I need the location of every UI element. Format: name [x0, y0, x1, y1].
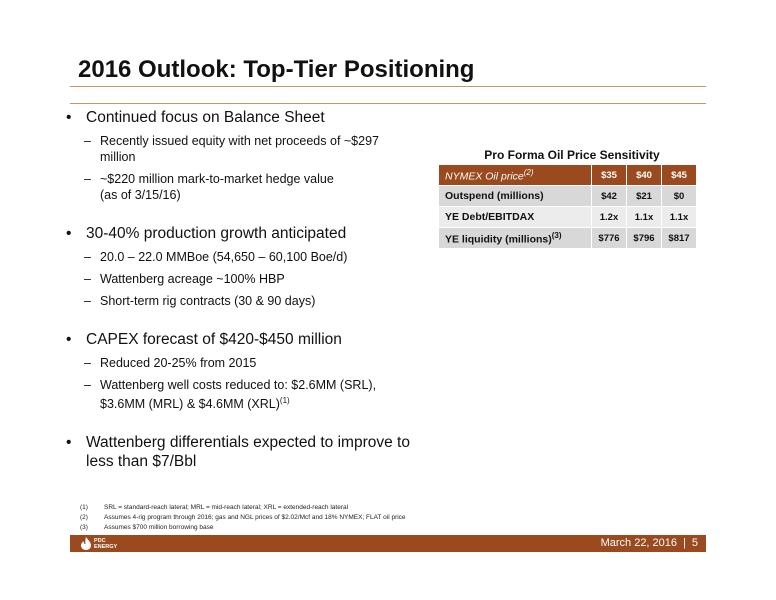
dash-icon: –: [84, 172, 91, 186]
sub-bullet-text: (as of 3/15/16): [100, 188, 181, 202]
sub-bullet-item: – 20.0 – 22.0 MMBoe (54,650 – 60,100 Boe…: [84, 249, 434, 265]
bullet-dot-icon: •: [66, 434, 72, 452]
table-cell: $776: [591, 227, 627, 249]
table-title: Pro Forma Oil Price Sensitivity: [484, 148, 660, 162]
table-cell: $0: [661, 185, 697, 207]
sub-bullet-item: – Recently issued equity with net procee…: [84, 133, 434, 165]
footnote: (1) SRL = standard-reach lateral; MRL = …: [80, 504, 349, 511]
sub-bullet-text: Recently issued equity with net proceeds…: [100, 134, 379, 148]
row-label: Outspend (millions): [438, 185, 592, 207]
row-label: YE liquidity (millions)(3): [438, 227, 592, 249]
table-cell: 1.1x: [626, 206, 662, 228]
dash-icon: –: [84, 294, 91, 308]
company-logo: PDC ENERGY: [80, 536, 117, 551]
sub-bullet-text: ~$220 million mark-to-market hedge value: [100, 172, 334, 186]
bullet-text: Wattenberg differentials expected to imp…: [86, 434, 410, 452]
bullet-item: • 30-40% production growth anticipated: [64, 224, 434, 243]
sub-bullet-item: – Short-term rig contracts (30 & 90 days…: [84, 293, 434, 309]
sub-bullet-text: $3.6MM (MRL) & $4.6MM (XRL): [100, 397, 280, 412]
footnotes: (1) SRL = standard-reach lateral; MRL = …: [80, 503, 406, 533]
footer-bar: PDC ENERGY March 22, 2016 | 5: [70, 535, 706, 552]
table-cell: $817: [661, 227, 697, 249]
table-row: YE Debt/EBITDAX 1.2x 1.1x 1.1x: [438, 206, 697, 228]
dash-icon: –: [84, 356, 91, 370]
footnote: (2) Assumes 4-rig program through 2016; …: [80, 514, 406, 521]
bullet-text: less than $7/Bbl: [86, 453, 197, 471]
bullet-item: • CAPEX forecast of $420-$450 million: [64, 330, 434, 349]
sub-bullet-text: Short-term rig contracts (30 & 90 days): [100, 294, 316, 308]
table-cell: 1.1x: [661, 206, 697, 228]
sub-bullet-item: – Wattenberg well costs reduced to: $2.6…: [84, 377, 434, 412]
sub-bullet-item: – Reduced 20-25% from 2015: [84, 355, 434, 371]
table-row: YE liquidity (millions)(3) $776 $796 $81…: [438, 227, 697, 249]
price-header: $35: [591, 164, 627, 186]
bullet-item: • Continued focus on Balance Sheet: [64, 108, 434, 127]
dash-icon: –: [84, 272, 91, 286]
page-number: 5: [691, 537, 698, 549]
sub-bullet-text: Reduced 20-25% from 2015: [100, 356, 257, 370]
price-header: $45: [661, 164, 697, 186]
sensitivity-table: NYMEX Oil price(2) $35 $40 $45 Outspend …: [438, 164, 697, 249]
dash-icon: –: [84, 378, 91, 392]
sub-bullet-text: Wattenberg well costs reduced to: $2.6MM…: [100, 378, 377, 392]
sub-bullet-text: million: [100, 150, 136, 164]
table-header-row: NYMEX Oil price(2) $35 $40 $45: [438, 164, 697, 186]
footer-page-info: March 22, 2016 | 5: [600, 537, 698, 549]
bullet-dot-icon: •: [66, 331, 72, 348]
sub-bullet-item: – Wattenberg acreage ~100% HBP: [84, 271, 434, 287]
row-label: YE Debt/EBITDAX: [438, 206, 592, 228]
price-header: $40: [626, 164, 662, 186]
footnote: (3) Assumes $700 million borrowing base: [80, 524, 214, 531]
table-cell: $42: [591, 185, 627, 207]
table-header-label: NYMEX Oil price(2): [438, 164, 592, 186]
dash-icon: –: [84, 250, 91, 264]
table-cell: $21: [626, 185, 662, 207]
footnote-ref: (1): [279, 396, 290, 405]
sub-bullet-text: Wattenberg acreage ~100% HBP: [100, 272, 285, 286]
bullet-text: 30-40% production growth anticipated: [86, 225, 347, 242]
footer-date: March 22, 2016: [600, 537, 678, 549]
sub-bullet-text: 20.0 – 22.0 MMBoe (54,650 – 60,100 Boe/d…: [100, 250, 348, 264]
sub-bullet-item: – ~$220 million mark-to-market hedge val…: [84, 171, 434, 203]
table-row: Outspend (millions) $42 $21 $0: [438, 185, 697, 207]
title-rule-bottom: [70, 103, 706, 104]
bullet-dot-icon: •: [66, 109, 72, 126]
bullet-item: • Wattenberg differentials expected to i…: [64, 433, 434, 471]
bullet-text: CAPEX forecast of $420-$450 million: [86, 331, 342, 348]
title-rule-top: [70, 86, 706, 87]
dash-icon: –: [84, 134, 91, 148]
table-cell: $796: [626, 227, 662, 249]
flame-logo-icon: [81, 537, 91, 550]
bullet-list: • Continued focus on Balance Sheet – Rec…: [64, 108, 434, 471]
table-cell: 1.2x: [591, 206, 627, 228]
bullet-dot-icon: •: [66, 225, 72, 242]
bullet-text: Continued focus on Balance Sheet: [86, 109, 325, 126]
page-title: 2016 Outlook: Top-Tier Positioning: [78, 56, 475, 83]
